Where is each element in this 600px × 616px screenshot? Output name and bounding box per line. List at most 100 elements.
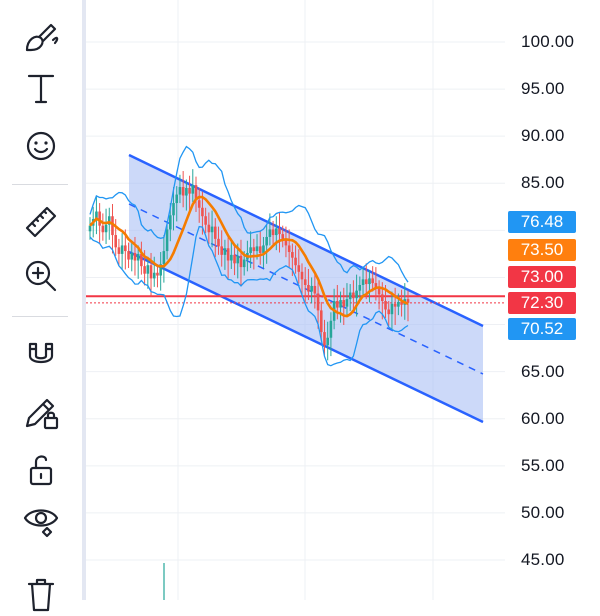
candle-up <box>265 236 268 246</box>
candle-up <box>361 279 365 285</box>
candle-down <box>342 300 346 307</box>
candle-up <box>355 290 358 299</box>
price-badge: 73.50 <box>508 239 576 261</box>
eye-tool-button[interactable] <box>18 498 64 542</box>
candle-down <box>406 299 410 303</box>
candle-down <box>271 229 275 236</box>
unlock-tool-button[interactable] <box>18 448 64 492</box>
channel-median-line <box>128 203 484 375</box>
bollinger-lower-band <box>89 225 409 367</box>
candle-up <box>262 245 265 253</box>
candle-down <box>281 234 285 239</box>
candle-up <box>152 272 156 279</box>
price-axis-label: 100.00 <box>521 32 575 51</box>
candle-up <box>162 251 166 265</box>
candle-down <box>233 254 236 264</box>
candle-down <box>294 257 297 266</box>
price-axis-label: 105.00 <box>521 0 574 5</box>
candle-down <box>181 187 185 196</box>
pane-edge <box>82 0 86 600</box>
zoom-in-tool-button[interactable] <box>18 254 64 298</box>
price-axis-label: 90.00 <box>521 126 565 146</box>
candle-down <box>133 252 137 261</box>
candle-down <box>258 246 262 253</box>
candle-up <box>348 292 352 300</box>
price-axis-label: 85.00 <box>521 173 565 193</box>
candle-up <box>130 252 134 260</box>
price-axis-label: 45.00 <box>521 550 565 569</box>
brush-icon <box>25 23 59 52</box>
candle-up <box>230 254 233 261</box>
candle-up <box>210 226 214 233</box>
candle-down <box>149 265 153 279</box>
candle-down <box>393 303 397 307</box>
candle-down <box>297 265 301 272</box>
candle-down <box>364 279 368 285</box>
candle-down <box>143 266 146 274</box>
candle-up <box>146 265 150 274</box>
candle-down <box>213 226 217 239</box>
candle-down <box>204 216 207 225</box>
emoji-icon <box>26 131 56 161</box>
ruler-icon <box>25 206 57 238</box>
candle-down <box>201 207 204 217</box>
candle-down <box>156 272 159 276</box>
emoji-tool-button[interactable] <box>18 124 64 168</box>
ruler-tool-button[interactable] <box>18 198 64 242</box>
price-chart[interactable] <box>0 0 600 600</box>
candle-down <box>381 294 384 301</box>
candle-up <box>175 194 179 204</box>
candle-up <box>169 215 172 230</box>
brush-tool-button[interactable] <box>18 16 64 60</box>
candle-down <box>352 292 355 299</box>
candle-down <box>319 310 323 333</box>
candle-down <box>291 252 294 258</box>
text-tool-button[interactable] <box>18 66 64 110</box>
candle-up <box>107 216 111 225</box>
magnet-tool-button[interactable] <box>18 332 64 376</box>
price-badge: 73.00 <box>508 266 576 288</box>
candle-up <box>185 187 188 196</box>
candle-down <box>226 248 230 261</box>
text-icon <box>27 74 55 104</box>
candle-up <box>329 320 333 338</box>
candle-up <box>120 245 124 254</box>
candle-up <box>242 259 246 268</box>
candle-down <box>207 224 211 233</box>
unlock-icon <box>29 455 53 486</box>
candle-up <box>268 229 272 237</box>
candle-down <box>252 247 256 252</box>
candle-down <box>127 251 130 260</box>
candle-down <box>239 255 243 268</box>
candle-down <box>278 228 281 235</box>
candle-down <box>387 309 391 315</box>
eye-icon <box>23 509 59 538</box>
candle-down <box>101 225 105 233</box>
candle-down <box>114 235 117 248</box>
candle-up <box>358 284 362 291</box>
lock-drawing-tool-button[interactable] <box>18 390 64 434</box>
candle-up <box>88 225 92 232</box>
candle-down <box>300 271 304 280</box>
candle-down <box>197 200 201 208</box>
candle-up <box>95 211 98 220</box>
candle-down <box>287 245 291 253</box>
candle-up <box>339 300 342 308</box>
candle-up <box>236 255 240 264</box>
candle-up <box>178 187 182 195</box>
candle-down <box>316 293 320 311</box>
candle-down <box>111 216 114 236</box>
zoom-in-icon <box>25 260 57 292</box>
candle-up <box>310 285 313 292</box>
price-badge: 72.30 <box>508 292 576 314</box>
bollinger-upper-band <box>89 145 409 283</box>
candle-down <box>217 238 220 247</box>
magnet-icon <box>28 342 54 364</box>
candle-down <box>284 238 288 246</box>
candle-up <box>275 228 278 236</box>
candle-up <box>165 229 169 252</box>
candle-up <box>326 337 329 346</box>
candle-down <box>188 187 191 194</box>
price-axis-label: 50.00 <box>521 502 565 522</box>
candle-up <box>255 246 259 252</box>
